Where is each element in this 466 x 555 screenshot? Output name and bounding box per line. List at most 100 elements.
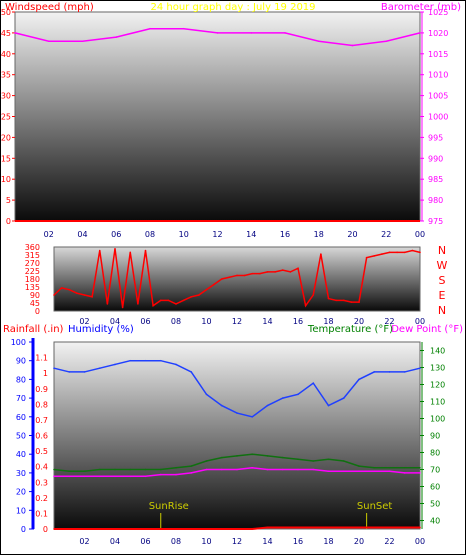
dewpoint-point	[175, 473, 177, 476]
rainfall-point	[68, 528, 71, 530]
temperature-tick-label: 110	[430, 398, 445, 407]
dewpoint-point	[129, 475, 132, 478]
temperature-point	[114, 468, 116, 471]
dewpoint-point	[220, 468, 223, 471]
wind-direction-point	[403, 251, 406, 254]
dewpoint-point	[83, 475, 86, 478]
wind-direction-point	[60, 287, 63, 289]
temperature-point	[83, 470, 86, 473]
humidity-point	[342, 397, 345, 399]
humidity-tick-label: 40	[16, 450, 26, 459]
wind-tick-label: 30	[1, 92, 11, 101]
barometer-point	[47, 40, 50, 43]
wind-direction-point	[220, 278, 223, 280]
sun-annotation-label: SunRise	[149, 501, 189, 512]
barometer-point	[284, 32, 286, 34]
rainfall-point	[373, 526, 376, 529]
bottom-panel-background	[53, 341, 421, 530]
rain-tick-label: 1	[43, 369, 48, 378]
rainfall-point	[419, 526, 421, 529]
humidity-point	[114, 363, 116, 366]
temperature-point	[129, 468, 132, 471]
temperature-point	[220, 456, 223, 459]
rainfall-point	[281, 526, 284, 529]
humidity-tick-label: 50	[16, 432, 26, 441]
humidity-point	[220, 404, 223, 407]
temperature-point	[312, 460, 315, 462]
mid-x-tick-label: 06	[140, 317, 150, 326]
wind-direction-point	[411, 249, 414, 252]
temperature-tick-label: 40	[430, 517, 440, 526]
humidity-tick-label: 0	[21, 525, 26, 534]
bottom-x-tick-label: 02	[79, 537, 89, 546]
temperature-tick-label: 90	[430, 432, 440, 441]
wind-direction-point	[114, 247, 116, 250]
top-x-tick-label: 12	[212, 230, 222, 239]
temperature-point	[251, 453, 254, 456]
bottom-x-tick-label: 10	[201, 537, 211, 546]
baro-tick-label: 975	[428, 217, 443, 226]
humidity-point	[373, 371, 376, 373]
dewpoint-point	[419, 472, 421, 474]
top-x-tick-label: 16	[280, 230, 290, 239]
mid-x-tick-label: 18	[323, 317, 333, 326]
bottom-x-tick-label: 00	[415, 537, 425, 546]
mid-x-tick-label: 10	[201, 317, 211, 326]
barometer-point	[317, 40, 320, 43]
top-x-tick-label: 04	[77, 230, 87, 239]
temperature-point	[281, 456, 284, 459]
dewpoint-point	[373, 470, 376, 473]
rainfall-point	[403, 526, 406, 529]
barometer-point	[385, 40, 388, 43]
rainfall-point	[312, 526, 315, 529]
wind-direction-point	[304, 304, 307, 307]
humidity-point	[190, 371, 193, 373]
wind-direction-point	[373, 255, 376, 257]
wind-direction-point	[137, 303, 139, 305]
wind-direction-point	[312, 294, 315, 296]
wind-direction-point	[129, 251, 132, 254]
rainfall-point	[342, 526, 345, 529]
wind-direction-point	[190, 295, 193, 298]
wind-direction-point	[297, 267, 299, 270]
direction-tick-label: 315	[25, 251, 40, 260]
sun-annotation-label: SunSet	[357, 501, 393, 512]
dewpoint-point	[342, 470, 345, 473]
bottom-x-tick-label: 12	[232, 537, 242, 546]
bottom-x-tick-label: 14	[262, 537, 272, 546]
rainfall-point	[388, 526, 391, 529]
rain-tick-label: 0	[43, 525, 48, 534]
temperature-axis-label: Temperature (°F)	[307, 324, 393, 335]
top-x-tick-label: 08	[145, 230, 155, 239]
rainfall-point	[297, 526, 299, 529]
rainfall-point	[144, 528, 147, 530]
temperature-tick-label: 100	[430, 415, 445, 424]
rainfall-point	[53, 528, 55, 530]
dewpoint-point	[236, 468, 238, 471]
rain-tick-label: 0.2	[35, 494, 48, 503]
wind-tick-label: 50	[1, 8, 11, 17]
humidity-point	[266, 404, 269, 407]
temperature-point	[205, 460, 208, 462]
wind-direction-point	[251, 272, 254, 275]
rain-tick-label: 0.1	[35, 509, 48, 518]
temperature-tick-label: 50	[430, 500, 440, 509]
wind-direction-point	[342, 299, 345, 302]
mid-x-tick-label: 20	[354, 317, 364, 326]
dewpoint-point	[281, 468, 284, 471]
bottom-x-tick-label: 22	[384, 537, 394, 546]
dewpoint-point	[205, 468, 208, 471]
wind-direction-point	[236, 274, 238, 277]
barometer-point	[14, 32, 16, 34]
wind-direction-point	[205, 288, 208, 291]
bottom-x-tick-label: 16	[293, 537, 303, 546]
humidity-point	[98, 367, 101, 369]
rainfall-point	[266, 526, 269, 529]
bottom-x-tick-label: 04	[110, 537, 120, 546]
temperature-point	[419, 467, 421, 469]
rainfall-point	[98, 528, 101, 530]
humidity-tick-label: 80	[16, 375, 26, 384]
temperature-tick-label: 60	[430, 483, 440, 492]
compass-label: E	[439, 289, 446, 302]
